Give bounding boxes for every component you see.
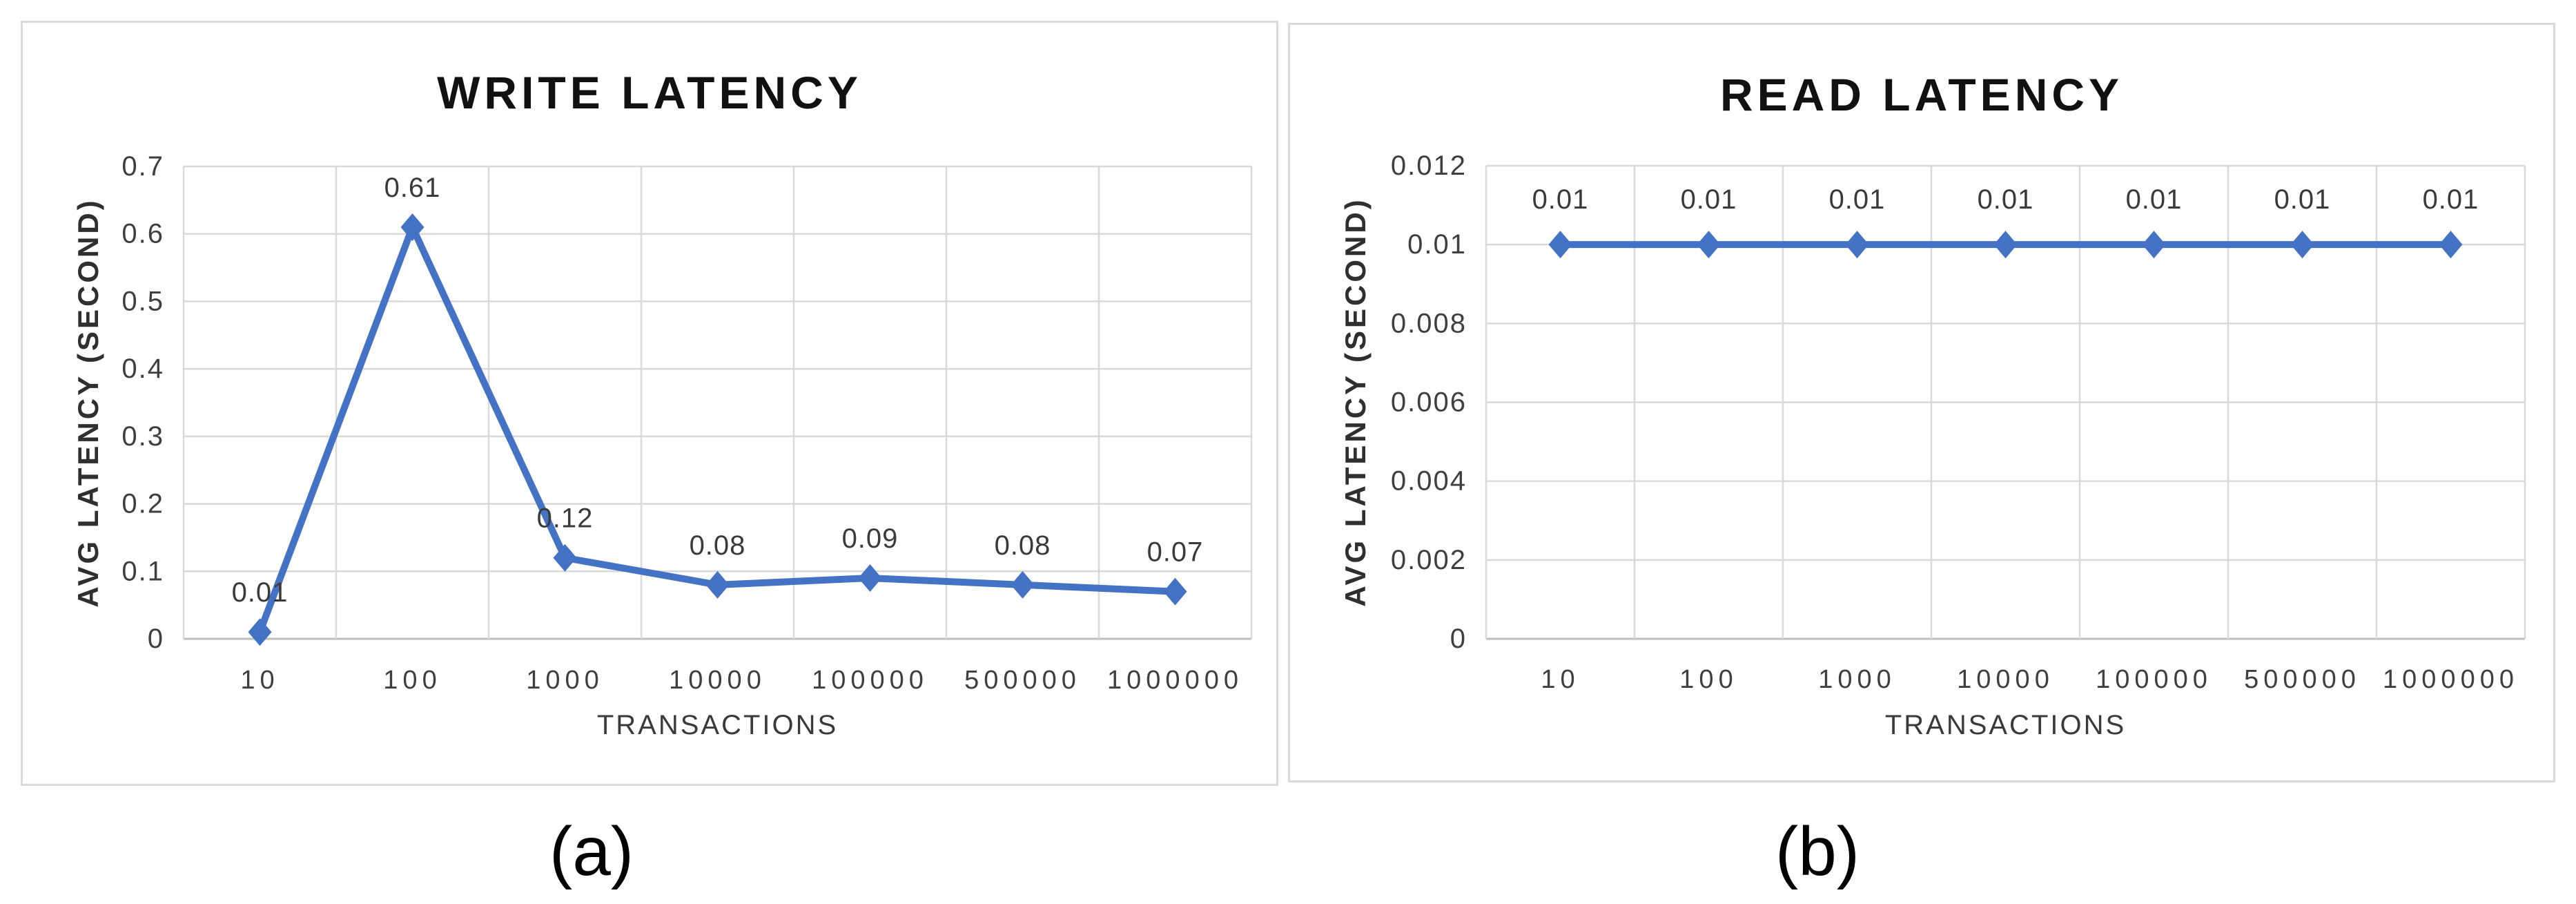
y-tick-label: 0.5: [121, 286, 164, 316]
x-tick-label: 1000000: [2383, 665, 2519, 694]
x-tick-label: 1000: [1818, 665, 1896, 694]
data-point-marker: [2142, 231, 2166, 259]
read-latency-chart-panel: READ LATENCY AVG LATENCY (SECOND) 0.012 0…: [1288, 23, 2555, 782]
y-tick-label: 0.1: [121, 556, 164, 586]
data-label: 0.01: [1681, 184, 1737, 215]
read-plot-area: 0.012 0.01 0.008 0.006 0.004 0.002 0 10 100 1000 1…: [1391, 151, 2526, 694]
data-point-marker: [1697, 231, 1721, 259]
y-tick-label: 0: [1450, 624, 1467, 654]
y-tick-label: 0.2: [121, 489, 164, 519]
read-chart-title: READ LATENCY: [1719, 69, 2124, 120]
data-label: 0.09: [842, 523, 899, 554]
x-tick-label: 10: [240, 666, 279, 695]
y-tick-label: 0.6: [121, 219, 164, 249]
data-label: 0.01: [232, 577, 289, 608]
data-label: 0.07: [1147, 537, 1204, 568]
data-point-marker: [1845, 231, 1869, 259]
x-tick-label: 100000: [812, 666, 928, 695]
data-label: 0.01: [1532, 184, 1589, 215]
y-tick-label: 0.004: [1391, 466, 1467, 497]
x-tick-label: 100: [1679, 665, 1737, 694]
data-label: 0.01: [1978, 184, 2034, 215]
data-label: 0.01: [1829, 184, 1886, 215]
data-point-marker: [858, 564, 882, 593]
data-point-marker: [1548, 231, 1572, 259]
write-latency-chart-panel: WRITE LATENCY AVG LATENCY (SECOND) 0.7 0.…: [21, 21, 1278, 786]
y-tick-label: 0.006: [1391, 387, 1467, 418]
data-label: 0.08: [995, 530, 1051, 561]
data-point-marker: [553, 544, 577, 572]
x-tick-label: 100: [383, 666, 441, 695]
data-label: 0.08: [690, 530, 746, 561]
y-tick-label: 0.3: [121, 421, 164, 452]
write-chart-title: WRITE LATENCY: [437, 67, 862, 118]
write-x-axis-title: TRANSACTIONS: [596, 710, 839, 740]
y-tick-label: 0.008: [1391, 308, 1467, 338]
data-point-marker: [705, 570, 730, 599]
data-label: 0.12: [537, 503, 594, 534]
x-tick-label: 500000: [2244, 665, 2361, 694]
x-tick-label: 10000: [1957, 665, 2054, 694]
write-plot-area: 0.7 0.6 0.5 0.4 0.3 0.2 0.1 0 10 100 1000 10000 1000…: [121, 151, 1253, 695]
data-label: 0.01: [2274, 184, 2331, 215]
x-tick-label: 100000: [2096, 665, 2212, 694]
data-point-marker: [1011, 570, 1035, 599]
x-tick-label: 10: [1541, 665, 1579, 694]
data-point-marker: [2290, 231, 2314, 259]
read-x-axis-title: TRANSACTIONS: [1884, 710, 2127, 740]
y-tick-label: 0.01: [1407, 229, 1467, 260]
data-label: 0.01: [2423, 184, 2479, 215]
data-point-marker: [1163, 577, 1187, 606]
y-tick-label: 0.4: [121, 354, 164, 384]
y-tick-label: 0.002: [1391, 545, 1467, 575]
x-tick-label: 1000000: [1107, 666, 1243, 695]
x-tick-label: 1000: [526, 666, 604, 695]
x-tick-label: 10000: [669, 666, 766, 695]
data-point-marker: [1993, 231, 2018, 259]
y-tick-label: 0.7: [121, 151, 164, 182]
data-point-marker: [248, 618, 272, 646]
subfigure-label-b: (b): [1775, 813, 1860, 890]
data-point-marker: [400, 213, 425, 241]
data-label: 0.61: [384, 173, 441, 203]
subfigure-label-a: (a): [549, 813, 634, 890]
y-tick-label: 0.012: [1391, 151, 1467, 181]
y-tick-label: 0: [148, 624, 164, 654]
data-point-marker: [2439, 231, 2463, 259]
data-label: 0.01: [2126, 184, 2183, 215]
x-tick-label: 500000: [964, 666, 1081, 695]
